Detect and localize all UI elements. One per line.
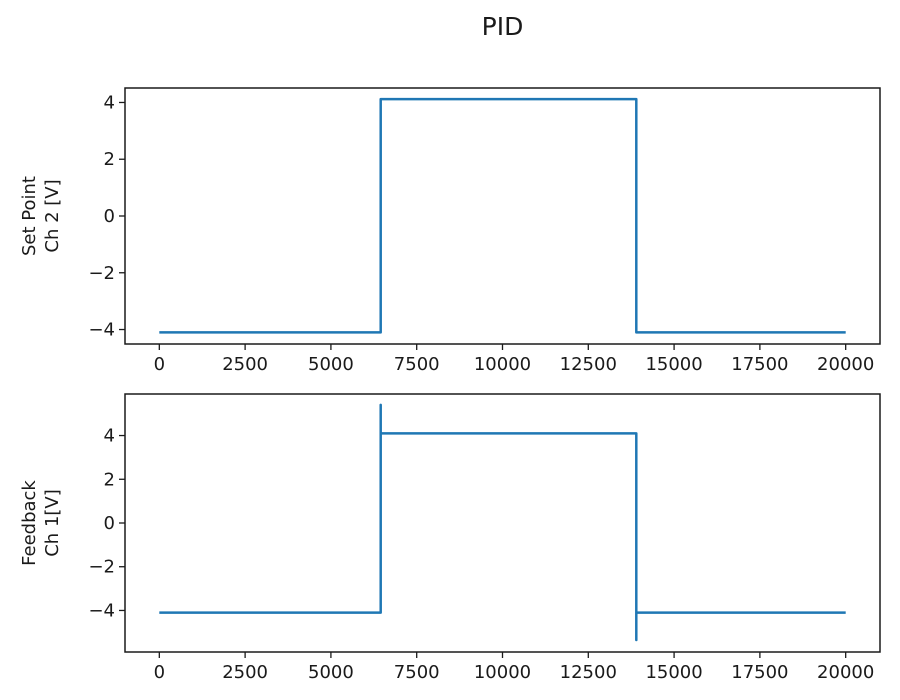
x-tick-label: 15000 <box>645 662 702 683</box>
x-tick-label: 0 <box>154 662 165 683</box>
figure-title: PID <box>481 12 524 41</box>
x-tick-label: 2500 <box>222 662 268 683</box>
y-tick-label: −4 <box>88 320 115 341</box>
x-tick-label: 0 <box>154 354 165 375</box>
x-tick-label: 20000 <box>817 354 874 375</box>
x-tick-label: 12500 <box>560 354 617 375</box>
y-tick-label: −2 <box>88 557 115 578</box>
x-tick-label: 17500 <box>731 662 788 683</box>
x-tick-label: 5000 <box>308 354 354 375</box>
y-tick-label: 4 <box>104 426 115 447</box>
y-tick-label: −2 <box>88 263 115 284</box>
plot-line-feedback <box>159 403 846 642</box>
plot-line-set-point <box>159 97 846 334</box>
y-axis-label-set-point: Set Point Ch 2 [V] <box>18 176 63 256</box>
axes-frame <box>124 87 881 345</box>
y-axis-label-feedback: Feedback Ch 1[V] <box>18 480 63 566</box>
y-tick-label: 2 <box>104 149 115 170</box>
y-tick-label: −4 <box>88 600 115 621</box>
x-tick-label: 12500 <box>560 662 617 683</box>
x-tick-label: 7500 <box>394 662 440 683</box>
x-tick-label: 10000 <box>474 662 531 683</box>
x-tick-label: 2500 <box>222 354 268 375</box>
x-tick-label: 10000 <box>474 354 531 375</box>
y-tick-label: 2 <box>104 469 115 490</box>
x-tick-label: 17500 <box>731 354 788 375</box>
x-tick-label: 15000 <box>645 354 702 375</box>
axes-frame <box>124 393 881 653</box>
x-tick-label: 5000 <box>308 662 354 683</box>
y-tick-label: 0 <box>104 513 115 534</box>
y-tick-label: 4 <box>104 92 115 113</box>
x-tick-label: 20000 <box>817 662 874 683</box>
y-tick-label: 0 <box>104 206 115 227</box>
x-tick-label: 7500 <box>394 354 440 375</box>
